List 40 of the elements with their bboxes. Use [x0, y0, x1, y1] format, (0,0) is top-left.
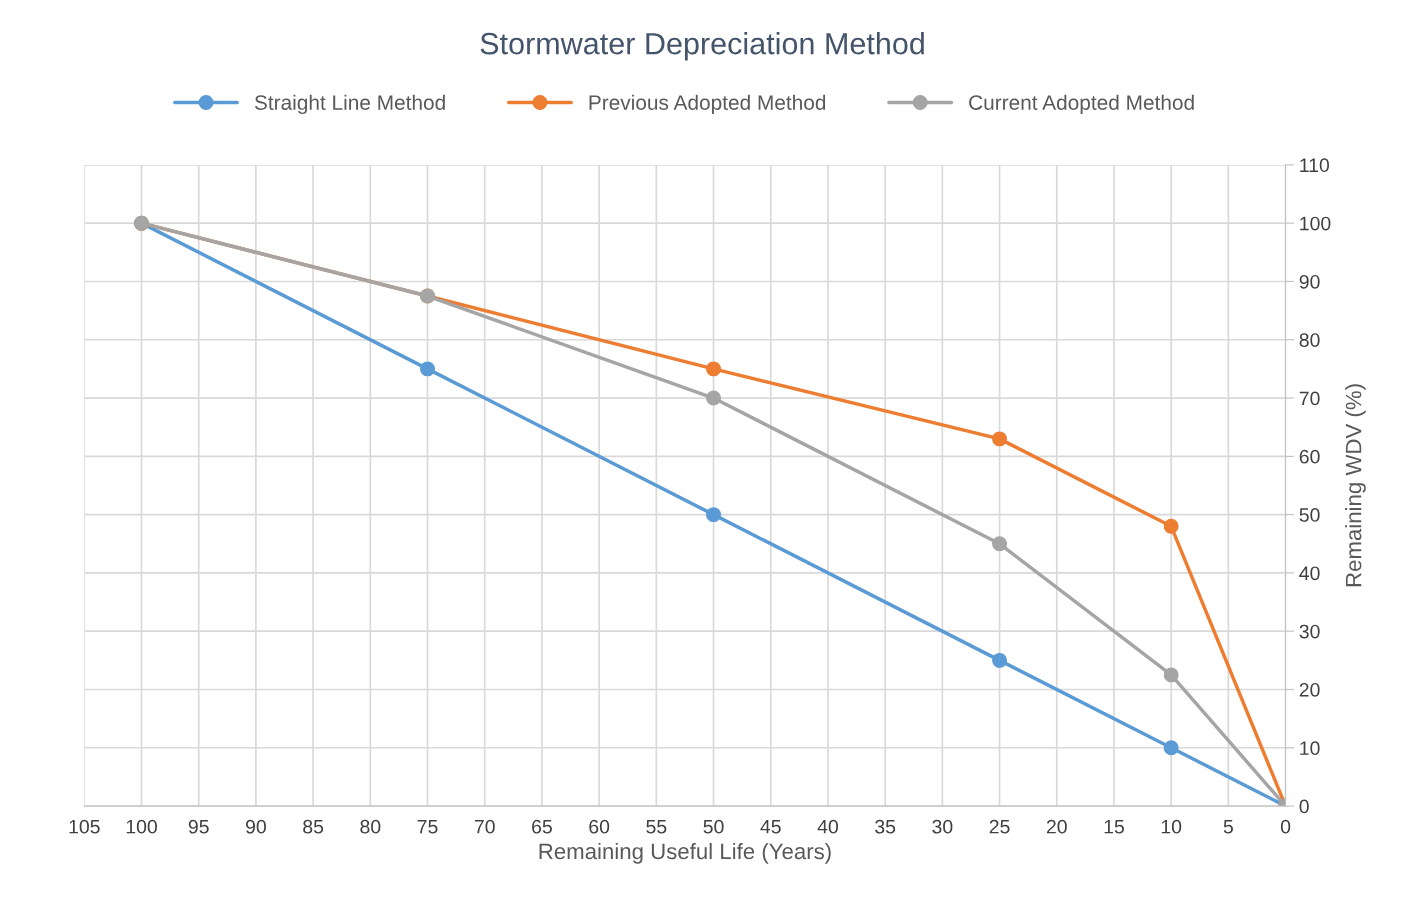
y-tick-label: 40 [1299, 566, 1320, 581]
x-tick-label: 90 [246, 819, 266, 834]
x-tick-label: 45 [760, 819, 781, 834]
x-tick-label: 75 [417, 819, 438, 834]
x-tick-label: 80 [360, 819, 381, 834]
y-tick-label: 50 [1299, 508, 1320, 522]
x-tick-label: 40 [817, 819, 838, 834]
y-tick-label: 100 [1300, 216, 1331, 231]
x-tick-label: 20 [1046, 819, 1067, 834]
y-axis-title: Remaining WDV (%) [1345, 384, 1366, 587]
x-tick-label: 15 [1104, 819, 1124, 834]
y-tick-label: 10 [1300, 741, 1320, 756]
x-tick-label: 35 [875, 819, 896, 834]
x-tick-label: 5 [1223, 819, 1233, 834]
legend-label: Previous Adopted Method [589, 94, 826, 115]
y-tick-label: 30 [1299, 624, 1320, 639]
x-tick-label: 30 [932, 819, 953, 834]
x-tick-label: 70 [474, 819, 495, 834]
x-tick-label: 25 [989, 819, 1010, 834]
x-tick-label: 95 [188, 819, 209, 834]
x-axis-title: Remaining Useful Life (Years) [539, 842, 831, 864]
y-tick-label: 110 [1300, 158, 1330, 173]
y-tick-label: 0 [1299, 799, 1309, 814]
x-tick-label: 10 [1161, 819, 1182, 834]
x-tick-label: 50 [703, 819, 724, 834]
x-tick-label: 100 [126, 819, 157, 834]
y-tick-label: 60 [1299, 449, 1320, 464]
x-tick-label: 55 [646, 819, 667, 834]
y-tick-label: 70 [1299, 391, 1320, 406]
y-tick-label: 90 [1299, 274, 1320, 289]
x-tick-label: 105 [69, 819, 100, 834]
chart-title: Stormwater Depreciation Method [480, 32, 924, 61]
legend-label: Straight Line Method [254, 94, 445, 115]
y-tick-label: 20 [1299, 682, 1320, 697]
x-tick-label: 85 [303, 819, 324, 834]
legend-label: Current Adopted Method [969, 94, 1194, 115]
x-tick-label: 0 [1280, 819, 1291, 834]
x-tick-label: 60 [589, 819, 610, 834]
x-tick-label: 65 [532, 819, 552, 834]
y-tick-label: 80 [1299, 333, 1320, 347]
